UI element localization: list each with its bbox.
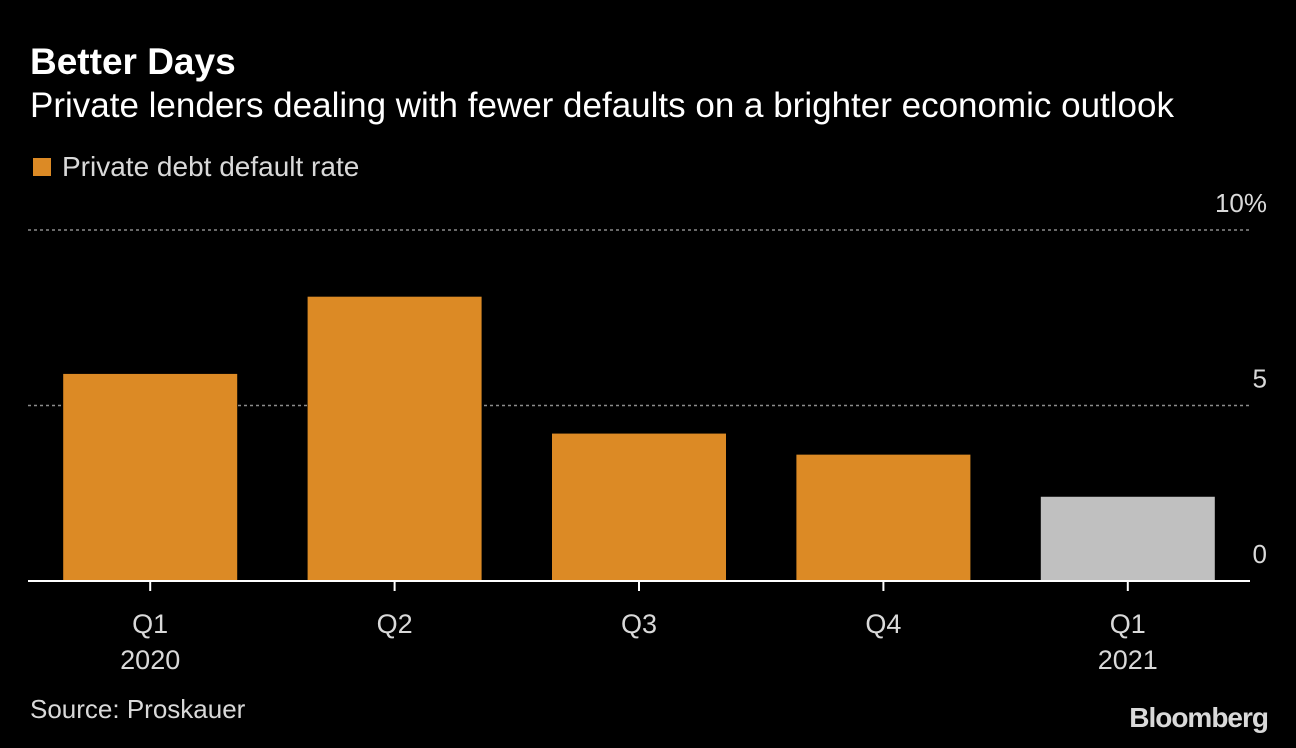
x-tick-year-label: 2021 — [1098, 645, 1158, 675]
legend: Private debt default rate — [33, 150, 359, 184]
source-note: Source: Proskauer — [30, 694, 246, 724]
bar — [307, 296, 482, 581]
x-tick-label: Q2 — [377, 609, 413, 639]
x-tick-year-label: 2020 — [120, 645, 180, 675]
bar — [796, 454, 971, 581]
legend-swatch — [33, 158, 51, 176]
x-tick-label: Q4 — [865, 609, 901, 639]
bloomberg-logo: Bloomberg — [1129, 702, 1269, 733]
bar — [552, 433, 726, 581]
y-tick-label: 10% — [1215, 188, 1267, 218]
y-tick-label: 0 — [1253, 539, 1267, 569]
bar — [63, 373, 238, 581]
x-tick-label: Q1 — [132, 609, 168, 639]
x-tick-label: Q1 — [1110, 609, 1146, 639]
chart-title: Better Days — [30, 41, 236, 82]
y-tick-label: 5 — [1253, 364, 1267, 394]
bar — [1040, 496, 1215, 581]
x-tick-label: Q3 — [621, 609, 657, 639]
legend-label: Private debt default rate — [62, 151, 360, 182]
chart-subtitle: Private lenders dealing with fewer defau… — [30, 86, 1174, 125]
